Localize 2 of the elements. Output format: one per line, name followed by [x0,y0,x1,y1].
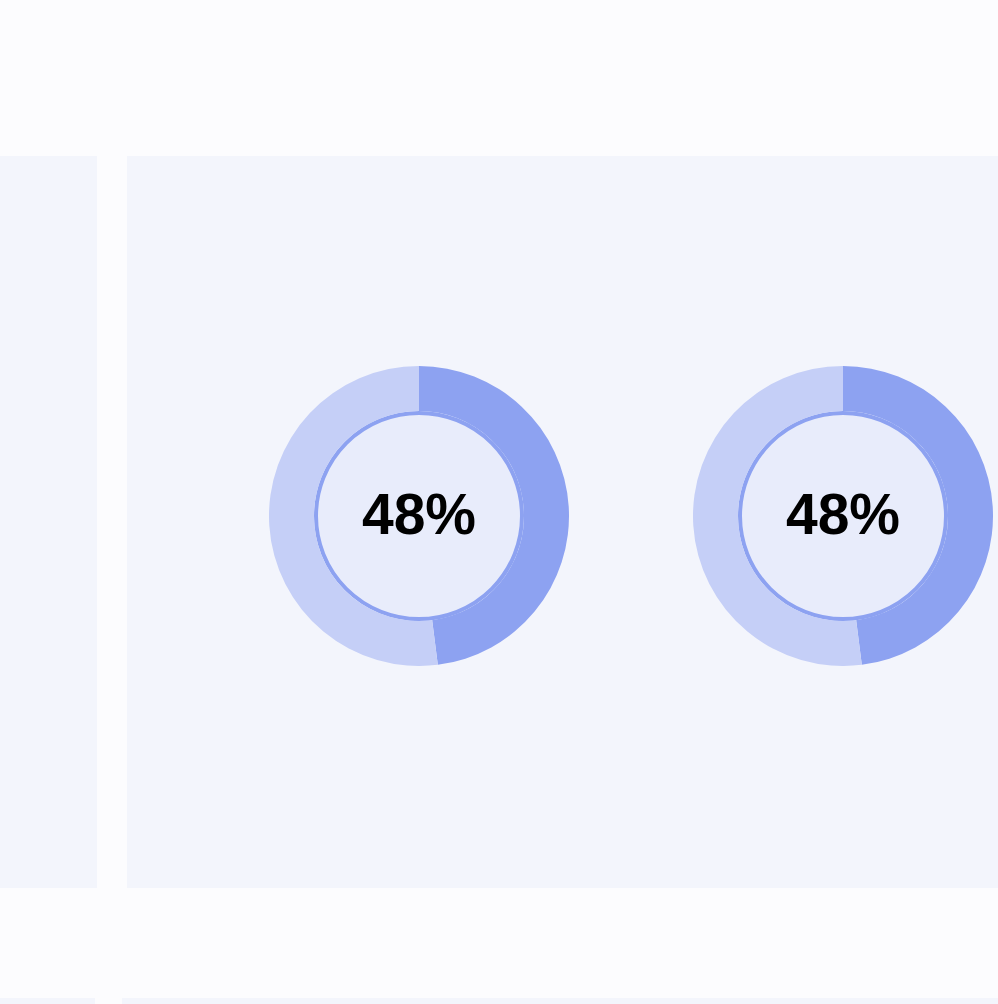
data-label: 48% [361,481,477,546]
data-label: 48% [785,481,901,546]
